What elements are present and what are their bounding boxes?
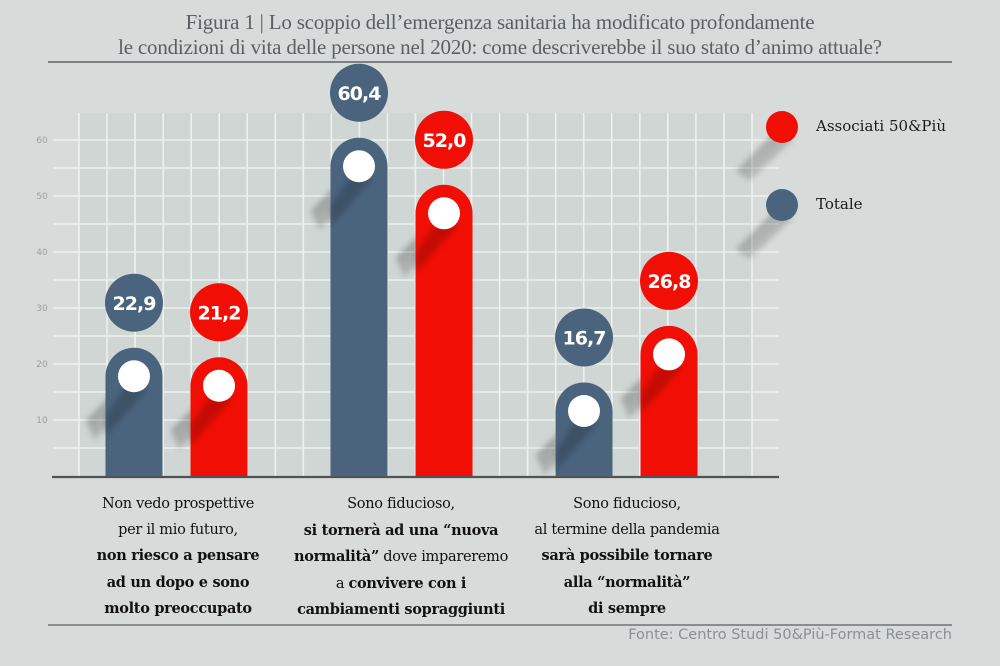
bold-text: non riesco a pensare xyxy=(96,547,260,564)
bold-text: alla “normalità” xyxy=(563,573,691,591)
bold-text: ad un dopo e sono xyxy=(106,573,250,591)
bars: 22,9 60,4 16,7 21,2 52,0 26,8 xyxy=(86,63,698,477)
category-label-line: al termine della pandemia xyxy=(497,518,757,544)
text: Non vedo prospettive xyxy=(101,496,255,512)
bold-text: sarà possibile tornare xyxy=(541,547,713,564)
bar-dot xyxy=(428,197,460,230)
dot-shadow xyxy=(640,366,683,415)
category-label-line: di sempre xyxy=(497,596,757,623)
bar-group-associati-50-pi-: 52,0 xyxy=(396,110,473,477)
category-label-line: ad un dopo e sono xyxy=(48,570,308,597)
bold-text: convivere con i xyxy=(348,574,467,592)
bar-group-associati-50-pi-: 26,8 xyxy=(621,251,698,476)
dot-shadow xyxy=(415,225,458,274)
bold-text: di sempre xyxy=(588,600,666,617)
chart-title: Figura 1 | Lo scoppio dell’emergenza san… xyxy=(0,10,1000,60)
text: per il mio futuro, xyxy=(118,521,238,538)
bar xyxy=(640,325,698,476)
value-label: 26,8 xyxy=(648,271,692,293)
value-label: 60,4 xyxy=(338,83,382,105)
footer-divider xyxy=(48,624,952,626)
value-label-bubble xyxy=(415,110,473,169)
category-label-line: cambiamenti sopraggiunti xyxy=(271,597,531,624)
legend-marker xyxy=(766,111,798,143)
chart-title-line-1: Figura 1 | Lo scoppio dell’emergenza san… xyxy=(185,10,815,34)
text: al termine della pandemia xyxy=(534,521,720,538)
y-tick-label: 60 xyxy=(36,136,48,146)
text: dove impareremo xyxy=(379,549,509,565)
value-label-bubble xyxy=(640,251,698,310)
bar-dot xyxy=(568,394,600,427)
category-label-line: Non vedo prospettive xyxy=(48,492,308,518)
dot-shadow xyxy=(330,178,373,227)
title-divider xyxy=(48,61,952,63)
bar-dot xyxy=(343,150,375,183)
value-label-bubble xyxy=(190,283,248,342)
category-label-line: non riesco a pensare xyxy=(48,543,308,570)
dot-shadow xyxy=(190,397,233,446)
category-label-line: normalità” dove impareremo xyxy=(271,544,531,571)
category-label-line: si tornerà ad una “nuova xyxy=(271,518,531,545)
y-tick-label: 40 xyxy=(36,248,48,258)
value-label-bubble xyxy=(105,273,163,332)
bar-group-associati-50-pi-: 21,2 xyxy=(171,283,248,476)
bar-dot xyxy=(118,360,150,393)
bold-text: molto preoccupato xyxy=(104,600,252,617)
y-tick-label: 50 xyxy=(36,192,48,202)
y-axis: 10 20 30 40 50 60 xyxy=(36,136,779,479)
text: Sono fiducioso, xyxy=(573,496,681,512)
legend-label-totale: Totale xyxy=(816,195,863,213)
category-label-line: sarà possibile tornare xyxy=(497,543,757,570)
dot-shadow xyxy=(555,422,598,471)
chart-title-line-2: le condizioni di vita delle persone nel … xyxy=(118,35,882,59)
category-label-3: Sono fiducioso, al termine della pandemia… xyxy=(497,492,757,623)
legend-marker-shadow xyxy=(736,213,794,259)
bar-dot xyxy=(653,338,685,371)
bar-dot xyxy=(203,369,235,402)
bar-group-totale: 60,4 xyxy=(311,63,388,476)
value-label: 16,7 xyxy=(563,327,606,349)
value-label: 52,0 xyxy=(423,130,467,152)
bar xyxy=(415,184,473,477)
y-tick-label: 10 xyxy=(36,416,48,426)
dot-shadow xyxy=(105,388,148,437)
bar-group-totale: 16,7 xyxy=(536,308,613,476)
value-label: 22,9 xyxy=(113,293,156,315)
legend-label-associati: Associati 50&Più xyxy=(816,117,946,135)
value-label-bubble xyxy=(555,308,613,367)
category-label-line: molto preoccupato xyxy=(48,596,308,623)
legend-marker xyxy=(766,189,798,221)
category-label-1: Non vedo prospettive per il mio futuro, no… xyxy=(48,492,308,623)
category-label-line: alla “normalità” xyxy=(497,570,757,597)
category-label-line: per il mio futuro, xyxy=(48,518,308,544)
y-tick-label: 30 xyxy=(36,304,48,314)
text: a xyxy=(335,575,349,592)
category-label-2: Sono fiducioso, si tornerà ad una “nuova n… xyxy=(271,492,531,624)
value-label-bubble xyxy=(330,63,388,122)
bold-text: si tornerà ad una “nuova xyxy=(303,521,499,539)
bar-group-totale: 22,9 xyxy=(86,273,163,476)
bold-text: normalità” xyxy=(293,548,379,565)
value-label: 21,2 xyxy=(198,302,241,324)
y-tick-label: 20 xyxy=(36,360,48,370)
source-note: Fonte: Centro Studi 50&Più-Format Resear… xyxy=(628,627,952,643)
bold-text: cambiamenti sopraggiunti xyxy=(297,601,505,618)
legend xyxy=(736,111,798,259)
bar xyxy=(330,137,388,476)
category-label-line: a convivere con i xyxy=(271,571,531,598)
category-label-line: Sono fiducioso, xyxy=(497,492,757,518)
category-label-line: Sono fiducioso, xyxy=(271,492,531,518)
text: Sono fiducioso, xyxy=(347,496,455,512)
legend-marker-shadow xyxy=(736,135,794,181)
